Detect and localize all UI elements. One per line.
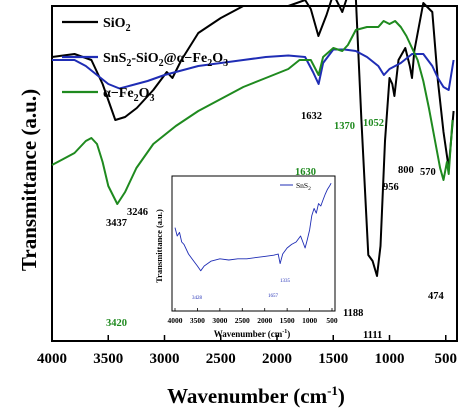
inset-x-tick-label-2: 3000: [212, 316, 227, 325]
legend-fe2o3-sub1: 2: [134, 93, 139, 104]
main-x-tick-label-4: 2000: [262, 351, 292, 367]
inset-annotations: 3428 1657 1335: [192, 279, 291, 301]
inset-x-tick-label-6: 1000: [302, 316, 317, 325]
main-series-group: [51, 0, 455, 277]
annotation-956: 956: [383, 182, 399, 193]
main-y-axis-label: Transmittance (a.u.): [17, 89, 41, 271]
legend-composite-1: SnS: [103, 51, 127, 66]
inset-x-tick-label-4: 2000: [257, 316, 272, 325]
main-series-line-2: [51, 20, 454, 205]
inset-legend-label: SnS2: [296, 181, 311, 192]
main-x-tick-label-7: 500: [435, 351, 458, 367]
inset-legend-sub: 2: [308, 186, 311, 192]
main-x-axis-label-main: Wavenumber (cm: [167, 384, 328, 408]
legend-label-composite: SnS2-SiO2@α−Fe2O3: [103, 51, 228, 69]
inset-y-axis-label: Transmittance (a.u.): [154, 209, 164, 283]
inset-x-tick-label-3: 2500: [235, 316, 250, 325]
annotation-1052: 1052: [363, 118, 384, 129]
main-x-tick-label-3: 2500: [206, 351, 236, 367]
annotation-1188: 1188: [343, 308, 363, 319]
main-x-axis-label-sup: -1: [327, 383, 338, 398]
legend-fe2o3-1: α−Fe: [103, 86, 134, 101]
legend-composite-2: -SiO: [131, 51, 158, 66]
annotation-800: 800: [398, 165, 414, 176]
annotation-1630: 1630: [295, 167, 316, 178]
annotation-570: 570: [420, 167, 436, 178]
legend-composite-sub1: 2: [126, 58, 131, 69]
annotation-1111: 1111: [363, 330, 382, 341]
annotation-3420: 3420: [106, 318, 127, 329]
main-series-line-0: [51, 0, 455, 277]
inset-x-tick-label-1: 3500: [190, 316, 205, 325]
inset-series-line-0: [174, 182, 332, 272]
annotation-3246: 3246: [127, 207, 148, 218]
main-x-tick-label-0: 4000: [37, 351, 67, 367]
annotation-1632: 1632: [301, 111, 322, 122]
legend-fe2o3-sub2: 3: [149, 93, 154, 104]
legend-label-fe2o3: α−Fe2O3: [103, 86, 154, 104]
inset-legend-main: SnS: [296, 181, 308, 190]
inset-x-axis-label-close: ): [287, 329, 290, 339]
inset-frame: [171, 175, 336, 312]
inset-x-tick-label-7: 500: [326, 316, 338, 325]
main-x-axis-label-close: ): [338, 384, 345, 408]
inset-x-ticks: 4000 3500 3000 2500 2000 1500 1000 500: [168, 308, 338, 325]
legend-fe2o3-2: O: [139, 86, 150, 101]
legend-label-sio2-sub: 2: [126, 23, 131, 34]
main-x-tick-label-5: 1500: [318, 351, 348, 367]
inset-x-tick-label-5: 1500: [280, 316, 295, 325]
main-x-tick-label-6: 1000: [375, 351, 405, 367]
main-annotations: 3437 3246 1632 1370 1052 1630 956 800 57…: [106, 111, 445, 341]
inset-annotation-1657: 1657: [268, 294, 279, 299]
legend-composite-sub2: 2: [159, 58, 164, 69]
inset-x-axis-label-sup: -1: [282, 329, 287, 335]
main-x-ticks: 4000 3500 3000 2500 2000 1500 1000 500: [37, 335, 457, 367]
inset-annotation-1335: 1335: [280, 279, 291, 284]
inset-annotation-3428: 3428: [192, 296, 203, 301]
inset-chart: 4000 3500 3000 2500 2000 1500 1000 500 Transmit…: [154, 175, 338, 339]
inset-x-axis-label-main: Wavenumber (cm: [214, 329, 283, 339]
annotation-1370: 1370: [334, 121, 355, 132]
legend-label-sio2-main: SiO: [103, 16, 126, 31]
legend-label-sio2: SiO2: [103, 16, 131, 34]
legend-composite-3: @α−Fe: [164, 51, 208, 66]
main-x-tick-label-1: 3500: [93, 351, 123, 367]
annotation-474: 474: [428, 291, 445, 302]
legend-composite-sub4: 3: [223, 58, 228, 69]
inset-series-group: [174, 182, 332, 272]
main-x-axis-label: Wavenumber (cm-1): [167, 383, 345, 408]
inset-x-axis-label: Wavenumber (cm-1): [214, 329, 291, 339]
main-x-tick-label-2: 3000: [150, 351, 180, 367]
main-legend: SiO2 SnS2-SiO2@α−Fe2O3 α−Fe2O3: [62, 16, 228, 104]
legend-composite-sub3: 2: [207, 58, 212, 69]
annotation-3437: 3437: [106, 218, 127, 229]
inset-x-tick-label-0: 4000: [168, 316, 183, 325]
legend-composite-4: O: [212, 51, 223, 66]
